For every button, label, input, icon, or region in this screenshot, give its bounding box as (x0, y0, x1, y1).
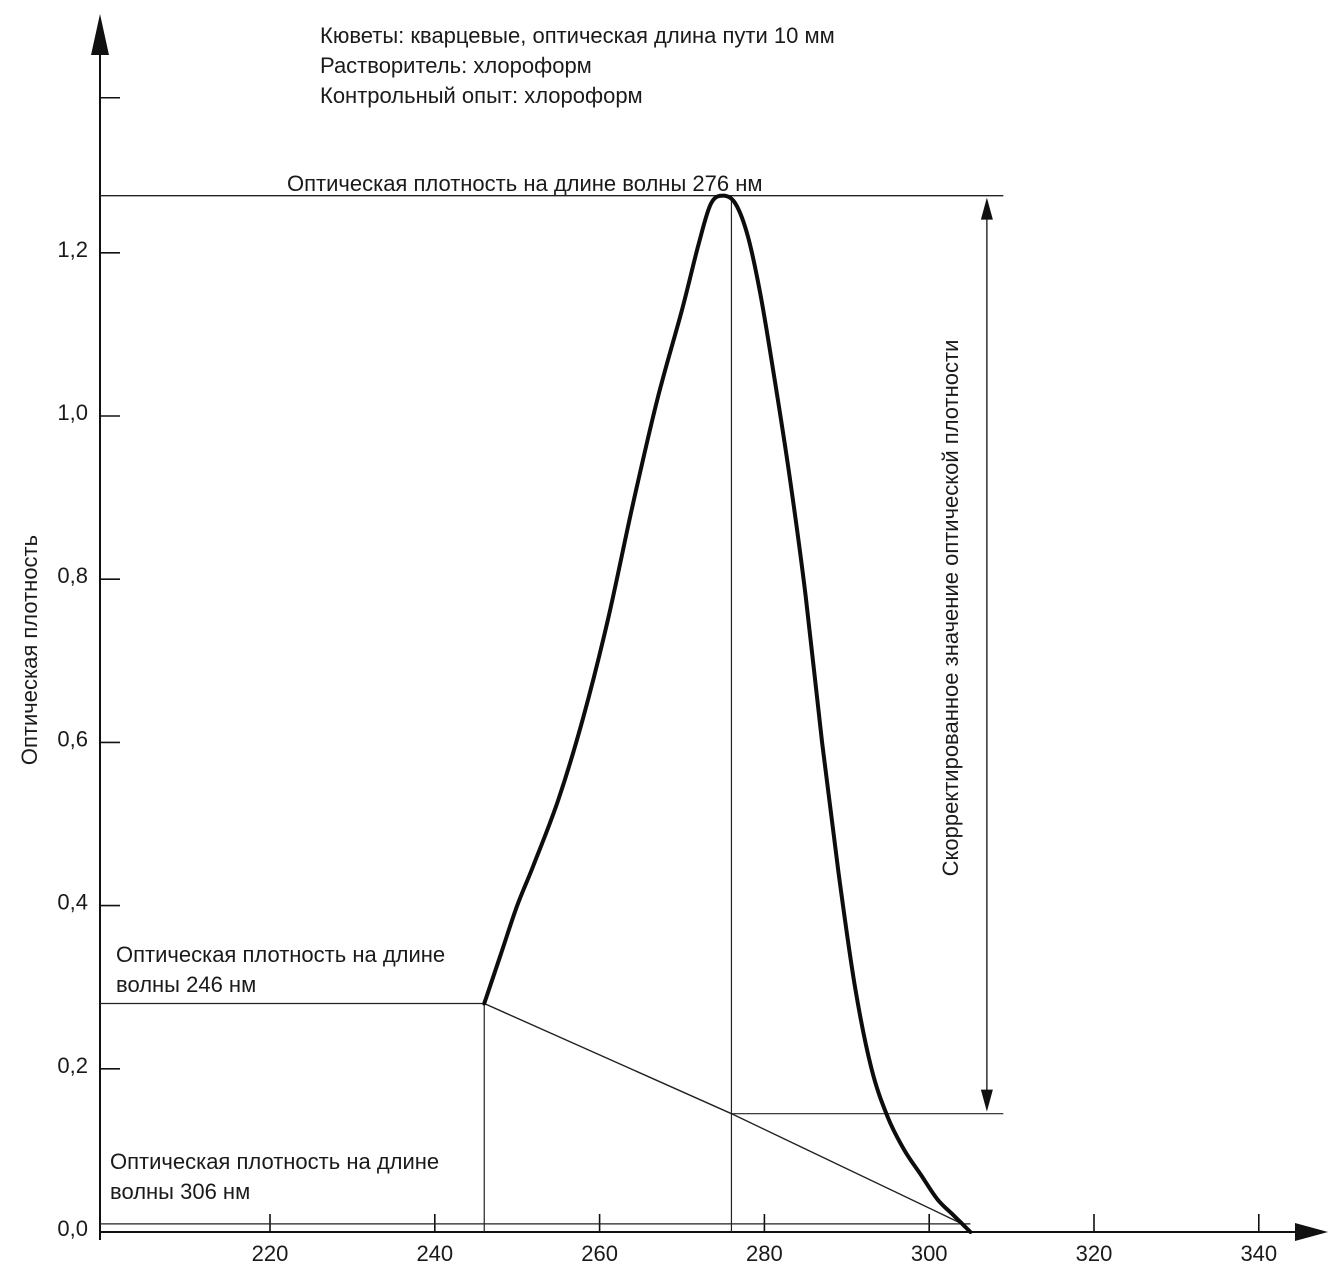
x-tick-label: 260 (581, 1241, 618, 1266)
x-tick-label: 240 (416, 1241, 453, 1266)
absorbance-curve (482, 193, 973, 1234)
y-tick-label: 0,2 (57, 1053, 88, 1078)
y-tick-label: 0,4 (57, 890, 88, 915)
y-tick-label: 1,2 (57, 237, 88, 262)
low-label-line1: Оптическая плотность на длине (110, 1149, 439, 1174)
y-axis-arrow (91, 14, 109, 55)
x-tick-label: 320 (1076, 1241, 1113, 1266)
y-tick-label: 0,0 (57, 1216, 88, 1241)
corrected-arrow-head-top (980, 197, 993, 220)
x-tick-label: 220 (252, 1241, 289, 1266)
x-tick-label: 280 (746, 1241, 783, 1266)
absorbance-curve-group (482, 193, 973, 1234)
note-solvent: Растворитель: хлороформ (320, 53, 592, 78)
baseline-line (483, 1002, 963, 1225)
left-label-line2: волны 246 нм (116, 972, 256, 997)
corrected-arrow-head-bottom (980, 1089, 993, 1112)
note-control: Контрольный опыт: хлороформ (320, 83, 643, 108)
y-axis-label: Оптическая плотность (17, 535, 42, 765)
y-tick-label: 0,6 (57, 726, 88, 751)
corrected-value-label: Скорректированное значение оптической пл… (938, 340, 963, 877)
annotation-guides (100, 194, 1004, 1232)
x-tick-label: 300 (911, 1241, 948, 1266)
left-label-line1: Оптическая плотность на длине (116, 942, 445, 967)
x-tick-label: 340 (1240, 1241, 1277, 1266)
chart-texts: Кюветы: кварцевые, оптическая длина пути… (17, 23, 963, 1204)
peak-label: Оптическая плотность на длине волны 276 … (287, 171, 762, 196)
y-tick-label: 1,0 (57, 400, 88, 425)
x-axis-arrow (1295, 1223, 1328, 1241)
note-cuvettes: Кюветы: кварцевые, оптическая длина пути… (320, 23, 835, 48)
axes: 0,0 0,2 0,4 0,6 0,8 1,0 1,2 220 240 260 280 300 320 3… (57, 14, 1328, 1266)
y-tick-label: 0,8 (57, 563, 88, 588)
low-label-line2: волны 306 нм (110, 1179, 250, 1204)
